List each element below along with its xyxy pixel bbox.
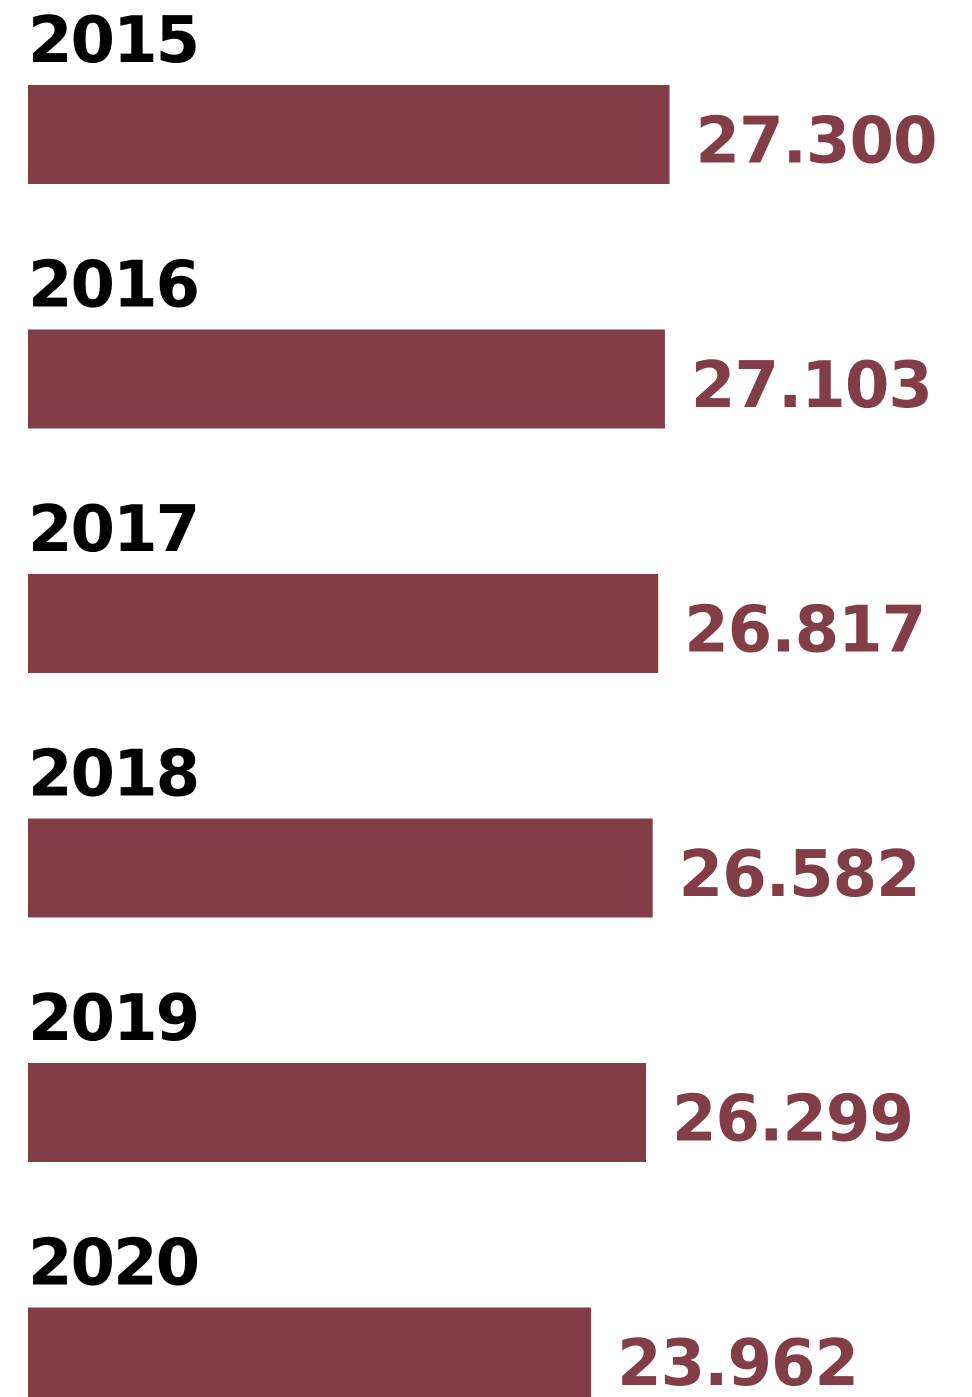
category-label: 2019 [28, 982, 198, 1056]
category-label: 2016 [28, 249, 198, 323]
bar [28, 1063, 647, 1162]
bar [28, 329, 665, 429]
value-label: 23.962 [617, 1327, 858, 1397]
bar [28, 574, 659, 673]
value-label: 27.103 [691, 349, 932, 423]
value-label: 26.817 [684, 594, 925, 668]
bar [28, 818, 653, 918]
category-label: 2018 [28, 738, 198, 812]
value-label: 26.299 [672, 1083, 913, 1157]
category-label: 2020 [28, 1227, 198, 1301]
value-label: 27.300 [696, 105, 937, 179]
category-label: 2017 [28, 493, 198, 567]
bar [28, 1307, 592, 1397]
bar [28, 85, 670, 184]
value-label: 26.582 [679, 838, 920, 912]
category-label: 2015 [28, 4, 198, 78]
